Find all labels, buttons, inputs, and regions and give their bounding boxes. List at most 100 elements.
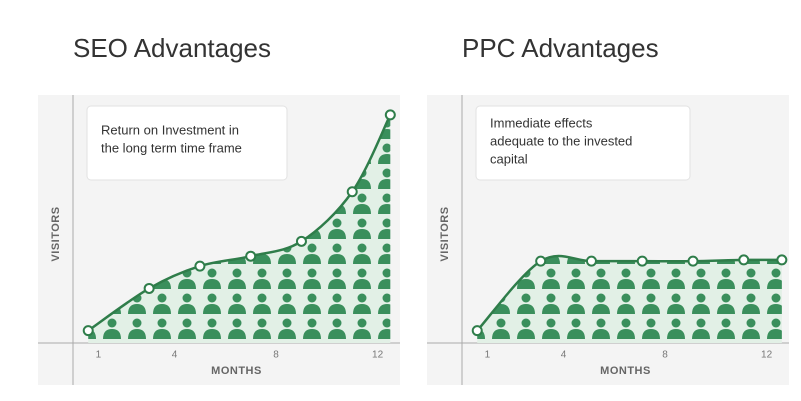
person-head — [671, 268, 681, 278]
person-head — [521, 293, 531, 303]
x-tick-label: 12 — [372, 350, 384, 361]
annotation-text: capital — [490, 151, 528, 166]
person-head — [357, 218, 367, 228]
chart-title: PPC Advantages — [462, 33, 659, 63]
person-head — [257, 318, 267, 328]
person-head — [257, 293, 267, 303]
person-head — [307, 318, 317, 328]
person-head — [382, 218, 391, 228]
person-body — [517, 304, 535, 314]
person-body — [353, 254, 371, 264]
x-tick-label: 8 — [273, 350, 279, 361]
person-head — [282, 293, 292, 303]
person-body — [542, 304, 560, 314]
person-head — [621, 318, 631, 328]
point — [738, 254, 750, 266]
person-head — [546, 268, 556, 278]
person-head — [382, 318, 391, 328]
person-head — [721, 318, 731, 328]
person-body — [328, 329, 346, 339]
person-head — [521, 318, 531, 328]
person-head — [357, 243, 367, 253]
person-head — [571, 268, 581, 278]
person-body — [353, 304, 371, 314]
person-head — [282, 318, 292, 328]
person-body — [517, 279, 535, 289]
person-body — [178, 329, 196, 339]
person-head — [646, 293, 656, 303]
person-head — [182, 293, 192, 303]
person-head — [382, 193, 391, 203]
person-head — [182, 318, 192, 328]
chart-title: SEO Advantages — [73, 33, 271, 63]
person-body — [742, 304, 760, 314]
x-tick-label: 8 — [662, 350, 668, 361]
person-body — [278, 279, 296, 289]
person-head — [307, 243, 317, 253]
person-head — [382, 168, 391, 178]
person-head — [621, 293, 631, 303]
person-head — [207, 318, 217, 328]
person-body — [378, 329, 391, 339]
x-tick-label: 4 — [172, 350, 178, 361]
person-body — [592, 304, 610, 314]
person-body — [353, 279, 371, 289]
person-body — [303, 279, 321, 289]
x-axis-title: MONTHS — [600, 365, 651, 377]
person-head — [357, 193, 367, 203]
person-body — [692, 329, 710, 339]
annotation-text: adequate to the invested — [490, 133, 632, 148]
person-body — [742, 279, 760, 289]
person-body — [378, 304, 391, 314]
person-body — [328, 254, 346, 264]
point — [636, 255, 648, 267]
person-head — [382, 268, 391, 278]
person-head — [596, 293, 606, 303]
person-body — [692, 304, 710, 314]
person-body — [228, 279, 246, 289]
person-body — [103, 329, 121, 339]
annotation-text: Immediate effects — [490, 115, 593, 130]
person-body — [567, 279, 585, 289]
x-tick-label: 12 — [761, 350, 773, 361]
person-body — [717, 304, 735, 314]
person-body — [767, 304, 782, 314]
point — [194, 260, 206, 272]
person-head — [596, 318, 606, 328]
person-body — [642, 329, 660, 339]
person-body — [378, 254, 391, 264]
person-head — [332, 218, 342, 228]
x-tick-label: 1 — [485, 350, 491, 361]
x-tick-label: 4 — [561, 350, 567, 361]
person-body — [767, 279, 782, 289]
person-body — [278, 304, 296, 314]
person-head — [232, 293, 242, 303]
person-body — [153, 304, 171, 314]
person-body — [667, 329, 685, 339]
person-head — [157, 293, 167, 303]
annotation-text: Return on Investment in — [101, 122, 239, 137]
person-body — [717, 329, 735, 339]
person-head — [696, 268, 706, 278]
person-head — [357, 318, 367, 328]
person-head — [332, 293, 342, 303]
person-body — [642, 279, 660, 289]
person-head — [571, 293, 581, 303]
person-head — [307, 268, 317, 278]
person-head — [771, 293, 781, 303]
person-body — [228, 304, 246, 314]
person-head — [746, 268, 756, 278]
person-head — [646, 318, 656, 328]
person-head — [621, 268, 631, 278]
person-head — [646, 268, 656, 278]
person-head — [307, 293, 317, 303]
person-body — [253, 329, 271, 339]
person-body — [128, 304, 146, 314]
person-head — [771, 268, 781, 278]
person-head — [207, 293, 217, 303]
person-head — [232, 318, 242, 328]
person-head — [721, 268, 731, 278]
person-body — [517, 329, 535, 339]
person-body — [617, 279, 635, 289]
